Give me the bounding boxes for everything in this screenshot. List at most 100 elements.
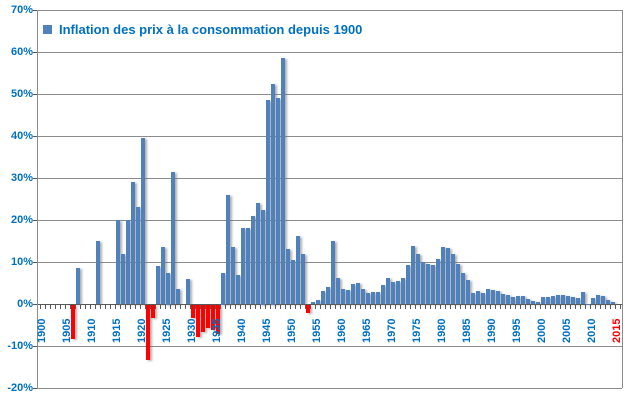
- bar-2011: [596, 295, 600, 304]
- x-axis-tick: [175, 305, 176, 309]
- bar-1991: [496, 291, 500, 304]
- x-axis-label-1945: 1945: [261, 318, 273, 343]
- bar-1996: [521, 296, 525, 304]
- x-axis-tick: [80, 305, 81, 309]
- x-axis-label-1975: 1975: [411, 318, 423, 343]
- bar-1998: [531, 301, 535, 304]
- gridline--10: [37, 346, 622, 347]
- bar-2010: [591, 298, 595, 304]
- x-axis-tick: [290, 305, 291, 309]
- x-axis-tick: [75, 305, 76, 309]
- x-axis-label-1905: 1905: [61, 318, 73, 343]
- bar-2014: [611, 302, 615, 304]
- y-axis-tick: [33, 136, 37, 137]
- x-axis-tick: [85, 305, 86, 309]
- x-axis-tick: [110, 305, 111, 309]
- x-axis-tick: [405, 305, 406, 309]
- x-axis-tick: [415, 305, 416, 309]
- x-axis-tick: [220, 305, 221, 309]
- x-axis-tick: [360, 305, 361, 309]
- bar-1919: [136, 207, 140, 304]
- bar-1953: [306, 305, 310, 313]
- x-axis-tick: [180, 305, 181, 309]
- bar-1906: [71, 305, 75, 339]
- x-axis-tick: [255, 305, 256, 309]
- x-axis-label-2010: 2010: [586, 318, 598, 343]
- bar-1959: [336, 278, 340, 304]
- x-axis-tick: [200, 305, 201, 309]
- bar-1924: [161, 247, 165, 304]
- x-axis-tick: [340, 305, 341, 309]
- x-axis-tick: [555, 305, 556, 309]
- x-axis-tick: [420, 305, 421, 309]
- x-axis-tick: [365, 305, 366, 309]
- x-axis-tick: [600, 305, 601, 309]
- bar-1977: [426, 264, 430, 304]
- x-axis-tick: [595, 305, 596, 309]
- x-axis-tick: [585, 305, 586, 309]
- bar-1937: [226, 195, 230, 304]
- x-axis-tick: [550, 305, 551, 309]
- x-axis-tick: [230, 305, 231, 309]
- bar-1960: [341, 289, 345, 304]
- x-axis-tick: [70, 305, 71, 309]
- bar-1925: [166, 273, 170, 305]
- gridline-70: [37, 10, 622, 11]
- bar-1948: [281, 58, 285, 304]
- bar-1968: [381, 285, 385, 304]
- x-axis-tick: [130, 305, 131, 309]
- bar-2007: [576, 298, 580, 304]
- x-axis-tick: [615, 305, 616, 309]
- x-axis-tick: [320, 305, 321, 309]
- x-axis-tick: [65, 305, 66, 309]
- x-axis-tick: [480, 305, 481, 309]
- x-axis-tick: [470, 305, 471, 309]
- x-axis-label-1940: 1940: [236, 318, 248, 343]
- x-axis-tick: [620, 305, 621, 309]
- x-axis-label-1935: 1935: [211, 318, 223, 343]
- y-axis-label-0: 0%: [17, 298, 33, 310]
- bar-1944: [261, 210, 265, 305]
- bar-1985: [466, 280, 470, 304]
- x-axis-tick: [380, 305, 381, 309]
- bar-1976: [421, 262, 425, 304]
- x-axis-tick: [335, 305, 336, 309]
- x-axis-tick: [490, 305, 491, 309]
- x-axis-tick: [50, 305, 51, 309]
- bar-1952: [301, 254, 305, 304]
- x-axis-tick: [330, 305, 331, 309]
- y-axis-tick: [33, 10, 37, 11]
- bar-1923: [156, 266, 160, 304]
- bar-1955: [316, 300, 320, 304]
- bar-1978: [431, 265, 435, 304]
- x-axis-tick: [475, 305, 476, 309]
- bar-1988: [481, 293, 485, 304]
- x-axis-tick: [565, 305, 566, 309]
- x-axis-tick: [280, 305, 281, 309]
- bar-1969: [386, 278, 390, 304]
- y-axis-tick: [33, 178, 37, 179]
- bar-1947: [276, 98, 280, 304]
- legend-label: Inflation des prix à la consommation dep…: [59, 22, 363, 37]
- x-axis-tick: [590, 305, 591, 309]
- y-axis-tick: [33, 94, 37, 95]
- gridline-10: [37, 262, 622, 263]
- y-axis-label-20: 20%: [10, 214, 33, 226]
- x-axis-tick: [275, 305, 276, 309]
- bar-1993: [506, 295, 510, 304]
- x-axis-label-1950: 1950: [286, 318, 298, 343]
- bar-1911: [96, 241, 100, 304]
- bar-1962: [351, 284, 355, 304]
- bar-1907: [76, 268, 80, 304]
- x-axis-tick: [455, 305, 456, 309]
- x-axis-tick: [560, 305, 561, 309]
- x-axis-tick: [375, 305, 376, 309]
- x-axis-label-1920: 1920: [136, 318, 148, 343]
- x-axis-tick: [520, 305, 521, 309]
- bar-1957: [326, 287, 330, 304]
- bar-1973: [406, 265, 410, 304]
- bar-1930: [191, 305, 195, 318]
- bar-2004: [561, 295, 565, 304]
- bar-1992: [501, 294, 505, 304]
- bar-1932: [201, 305, 205, 332]
